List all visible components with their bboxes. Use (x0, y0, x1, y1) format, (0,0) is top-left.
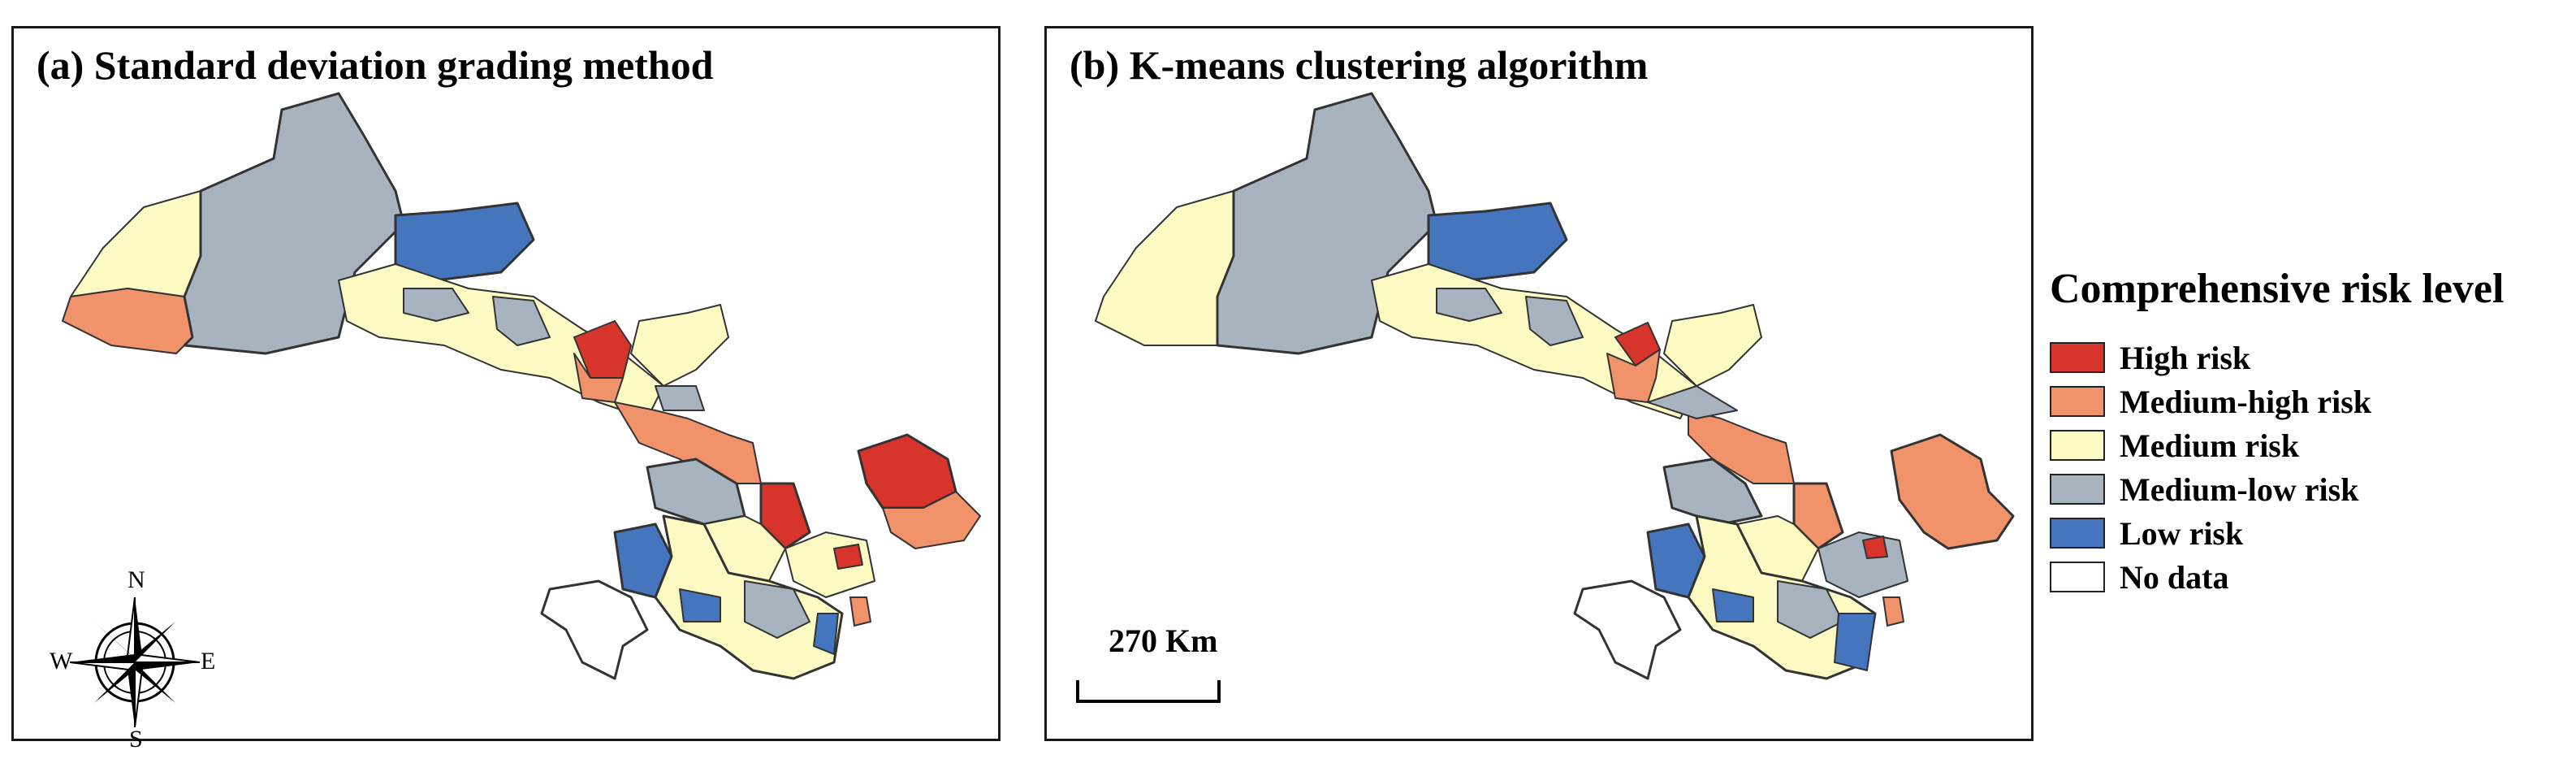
map-panel-b: (b) K-means clustering algorithm (1044, 26, 2034, 741)
region-north-center-high (573, 320, 632, 379)
region-west-medium (70, 190, 201, 297)
legend: Comprehensive risk level High risk Mediu… (2050, 265, 2570, 599)
region-south-low-1 (679, 588, 721, 622)
region-central-medium-high (614, 401, 762, 484)
legend-swatch (2050, 386, 2105, 417)
legend-item-medium-low-risk: Medium-low risk (2050, 467, 2570, 511)
region-northeast-medium (630, 304, 729, 387)
region-center-medium-low (1662, 458, 1763, 526)
legend-label: Medium-low risk (2120, 471, 2359, 508)
compass-rose-icon (69, 596, 201, 728)
legend-item-low-risk: Low risk (2050, 511, 2570, 555)
region-no-data (540, 579, 649, 680)
legend-swatch (2050, 518, 2105, 549)
compass-south: S (129, 726, 143, 752)
region-west-medium (1095, 190, 1234, 346)
region-south-medium-low (744, 580, 810, 639)
region-north-center-medium-high (573, 353, 624, 403)
region-south-medium-high (849, 596, 871, 627)
region-corridor-medium-low-1 (1436, 288, 1502, 322)
panel-title-b: (b) K-means clustering algorithm (1070, 42, 1649, 88)
region-south-medium-high (1882, 596, 1904, 627)
legend-label: Medium-high risk (2120, 383, 2372, 420)
region-southeast-high-small (833, 544, 863, 570)
legend-swatch (2050, 342, 2105, 373)
legend-items: High risk Medium-high risk Medium risk M… (2050, 336, 2570, 599)
legend-item-medium-risk: Medium risk (2050, 423, 2570, 467)
region-south-low-1 (1712, 588, 1754, 622)
scale-bar: 270 Km (1076, 622, 1238, 719)
region-no-data (1573, 579, 1682, 680)
region-north-low (394, 202, 535, 282)
legend-swatch (2050, 474, 2105, 505)
region-central-medium-low (655, 385, 705, 411)
region-north-low (1427, 202, 1568, 282)
map-panel-a: (a) Standard deviation grading method (11, 26, 1001, 752)
scale-bar-label: 270 Km (1109, 622, 1218, 659)
region-corridor-medium-low-2 (492, 296, 551, 346)
region-center-high (759, 482, 811, 550)
compass-rose: N S E W (50, 565, 220, 752)
legend-item-no-data: No data (2050, 555, 2570, 599)
region-northeast-medium (1663, 304, 1762, 387)
legend-label: High risk (2120, 339, 2251, 376)
region-east-medium-high (882, 491, 981, 549)
legend-swatch (2050, 430, 2105, 461)
region-west-medium-high (62, 288, 193, 354)
region-map-a (62, 92, 981, 680)
legend-item-medium-high-risk: Medium-high risk (2050, 380, 2570, 423)
legend-label: Medium risk (2120, 427, 2300, 464)
region-map-b (1095, 92, 2015, 680)
region-south-low-2 (1834, 613, 1876, 671)
legend-title: Comprehensive risk level (2050, 266, 2505, 312)
region-corridor-medium-low-1 (403, 288, 469, 322)
region-east-medium-high (1890, 433, 2015, 550)
region-southeast-high-small (1862, 536, 1888, 559)
region-central-medium-low (1647, 385, 1738, 419)
legend-item-high-risk: High risk (2050, 336, 2570, 380)
region-south-medium-low (1777, 580, 1843, 639)
region-corridor-medium-low-2 (1525, 296, 1584, 346)
compass-west: W (50, 648, 73, 674)
legend-label: No data (2120, 558, 2229, 596)
scale-bar-line (1076, 680, 1221, 703)
compass-east: E (201, 648, 216, 674)
compass-north: N (128, 566, 145, 593)
region-center-medium-high (1792, 482, 1844, 550)
legend-swatch (2050, 562, 2105, 592)
panel-title-a: (a) Standard deviation grading method (37, 42, 714, 88)
region-east-high (857, 433, 957, 510)
region-south-low-2 (813, 613, 839, 655)
legend-label: Low risk (2120, 514, 2244, 552)
region-north-center-medium-high (1606, 349, 1661, 403)
